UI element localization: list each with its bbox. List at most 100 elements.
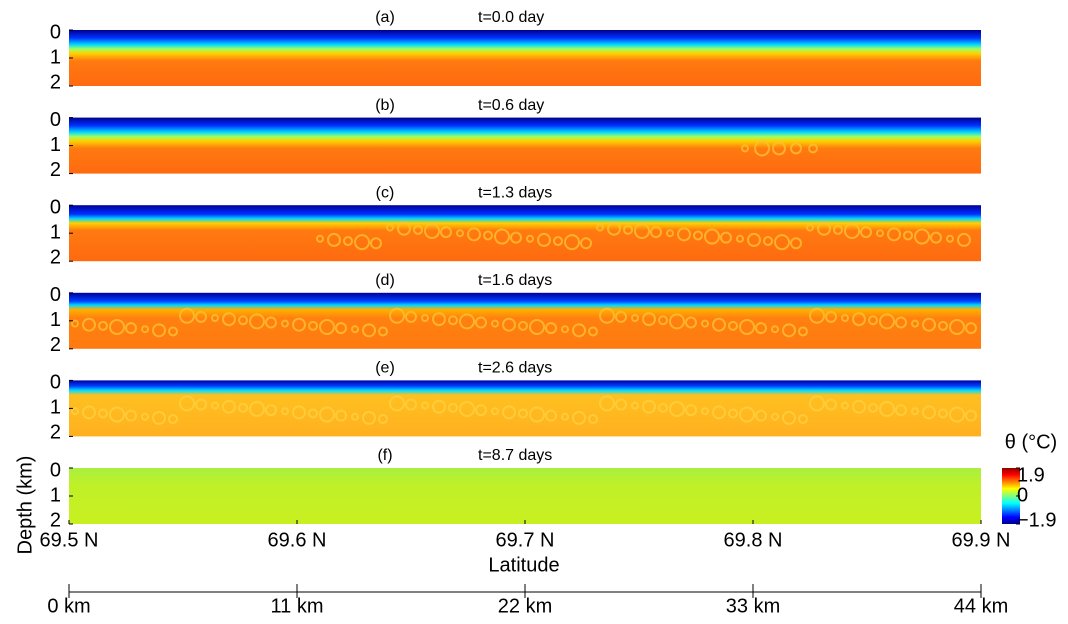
plume xyxy=(772,141,786,156)
plume xyxy=(736,234,744,243)
plume xyxy=(529,406,545,423)
distance-tick-label: 22 km xyxy=(498,595,552,617)
y-tick-label: 0 xyxy=(50,284,61,306)
plume xyxy=(491,319,499,328)
plume xyxy=(895,316,907,329)
plume xyxy=(755,409,767,422)
plume xyxy=(712,405,726,420)
plume xyxy=(545,322,557,335)
plume xyxy=(529,318,545,335)
plume xyxy=(782,410,796,425)
plume xyxy=(782,323,796,338)
plume xyxy=(741,144,749,153)
plume xyxy=(238,315,248,326)
plume xyxy=(938,408,948,419)
plume xyxy=(292,405,306,420)
distance-tick-label: 33 km xyxy=(726,595,780,617)
plume xyxy=(141,325,149,334)
panel-label: (d) xyxy=(375,272,395,289)
plume xyxy=(195,310,207,323)
plume xyxy=(545,409,557,422)
plume xyxy=(704,228,720,245)
plume xyxy=(421,314,429,322)
plume xyxy=(491,407,499,416)
panel-label: (b) xyxy=(375,97,395,114)
plume xyxy=(599,395,615,412)
y-tick-label: 2 xyxy=(50,71,61,93)
plume xyxy=(448,315,458,326)
plume xyxy=(327,232,341,247)
colorbar-title: θ (°C) xyxy=(1005,431,1057,453)
plume xyxy=(335,409,347,422)
plume xyxy=(82,405,96,420)
plume xyxy=(572,410,586,425)
plume xyxy=(370,237,382,250)
plume xyxy=(876,229,884,238)
plume xyxy=(141,412,149,421)
plume xyxy=(701,407,709,416)
plume xyxy=(588,326,598,337)
plume xyxy=(615,398,627,411)
plume xyxy=(319,406,335,423)
plume xyxy=(316,234,324,243)
plume xyxy=(564,234,580,251)
plume xyxy=(844,222,860,239)
plume xyxy=(152,410,166,425)
plume xyxy=(319,318,335,335)
colorbar-tick-label: 0 xyxy=(1017,484,1028,506)
plume xyxy=(755,322,767,335)
y-tick-label: 2 xyxy=(50,159,61,181)
plume xyxy=(537,232,551,247)
plume xyxy=(965,409,977,422)
plume xyxy=(771,412,779,421)
plume xyxy=(817,221,831,236)
plume xyxy=(841,314,849,322)
plume xyxy=(739,318,755,335)
panel-time: t=1.6 days xyxy=(478,272,552,289)
plume xyxy=(754,140,770,157)
field-panel xyxy=(69,205,981,262)
plume xyxy=(712,317,726,332)
plume xyxy=(879,400,895,417)
plume xyxy=(335,322,347,335)
distance-tick-label: 11 km xyxy=(271,595,324,617)
plume xyxy=(790,237,802,250)
plume xyxy=(946,234,954,243)
plume xyxy=(475,404,487,417)
plume xyxy=(421,401,429,410)
plume xyxy=(440,226,452,239)
plume xyxy=(607,221,621,236)
plume xyxy=(693,230,703,241)
plume xyxy=(911,319,919,328)
plume xyxy=(868,402,878,413)
plume xyxy=(432,399,446,414)
plume xyxy=(71,407,79,416)
y-tick-label: 1 xyxy=(50,134,61,156)
plume xyxy=(790,142,802,155)
plume xyxy=(825,310,837,323)
plume xyxy=(362,323,376,338)
plume xyxy=(763,236,773,247)
plume xyxy=(238,402,248,413)
plume xyxy=(211,314,219,322)
plume xyxy=(642,399,656,414)
plume xyxy=(685,316,697,329)
plume xyxy=(249,400,265,417)
plume xyxy=(456,229,464,238)
plume xyxy=(809,395,825,412)
field-panel xyxy=(69,117,981,174)
y-tick-label: 0 xyxy=(50,196,61,218)
plume xyxy=(949,318,965,335)
panel-label: (a) xyxy=(375,9,395,26)
plume xyxy=(222,312,236,327)
plume xyxy=(572,323,586,338)
plume xyxy=(914,228,930,245)
plume xyxy=(631,401,639,410)
plume xyxy=(265,316,277,329)
plume xyxy=(475,316,487,329)
plume xyxy=(553,236,563,247)
plume xyxy=(650,226,662,239)
plume xyxy=(808,143,818,154)
